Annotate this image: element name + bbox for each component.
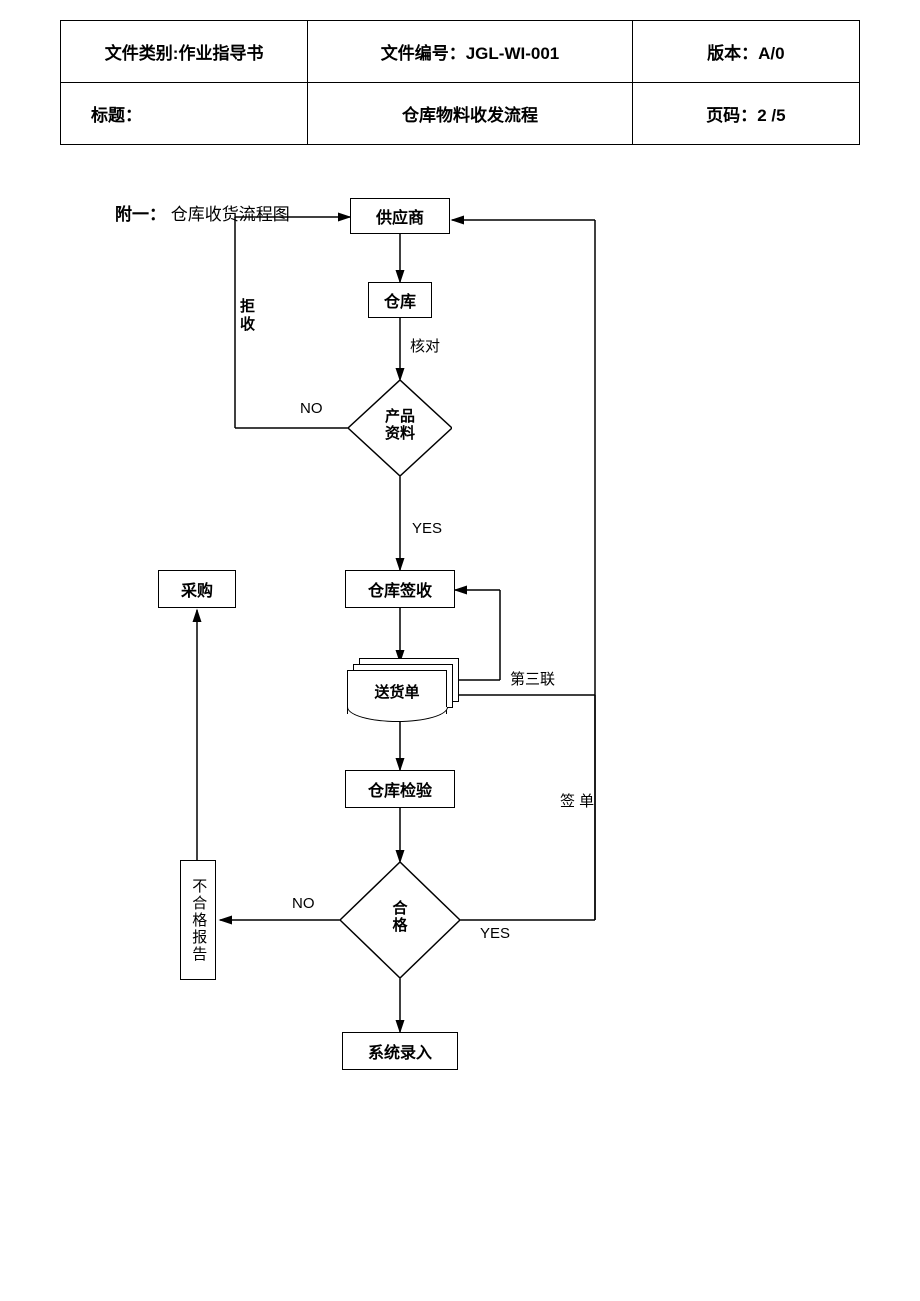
node-warehouse: 仓库 (368, 282, 432, 318)
node-system-entry-label: 系统录入 (368, 1039, 432, 1063)
flow-caption: 附一： 仓库收货流程图 (115, 200, 290, 225)
flow-caption-text: 仓库收货流程图 (171, 205, 290, 224)
hdr-version-label: 版本： (707, 44, 758, 63)
node-pass-label: 合 格 (388, 900, 412, 935)
node-purchase: 采购 (158, 570, 236, 608)
hdr-title-value: 仓库物料收发流程 (402, 106, 538, 125)
node-warehouse-inspect-label: 仓库检验 (368, 777, 432, 801)
hdr-version: 版本：A/0 (632, 21, 859, 83)
node-delivery-note-label: 送货单 (348, 681, 446, 702)
node-delivery-note: 送货单 (347, 658, 463, 720)
edge-no1: NO (300, 400, 323, 417)
node-warehouse-label: 仓库 (384, 288, 416, 312)
node-fail-report-label: 不合格报告 (190, 878, 207, 963)
header-table: 文件类别:作业指导书 文件编号：JGL-WI-001 版本：A/0 标题： 仓库… (60, 20, 860, 145)
hdr-doc-category-value: 作业指导书 (178, 44, 263, 63)
hdr-doc-category: 文件类别:作业指导书 (61, 21, 308, 83)
hdr-title-label-cell: 标题： (61, 83, 308, 145)
node-warehouse-inspect: 仓库检验 (345, 770, 455, 808)
edge-no2: NO (292, 895, 315, 912)
hdr-page-value: 2 /5 (757, 106, 785, 125)
hdr-doc-number-label: 文件编号： (381, 44, 466, 63)
edge-yes1: YES (412, 520, 442, 537)
hdr-title-label: 标题： (91, 106, 142, 125)
hdr-doc-number: 文件编号：JGL-WI-001 (308, 21, 632, 83)
edge-signSheet: 签 单 (560, 790, 594, 811)
node-warehouse-sign: 仓库签收 (345, 570, 455, 608)
hdr-page-cell: 页码：2 /5 (632, 83, 859, 145)
edge-check: 核对 (410, 335, 440, 356)
flow-caption-prefix: 附一： (115, 205, 166, 224)
node-supplier: 供应商 (350, 198, 450, 234)
node-product-data-label: 产品 资料 (378, 408, 422, 443)
hdr-doc-number-value: JGL-WI-001 (466, 44, 560, 63)
edge-reject: 拒 收 (240, 298, 255, 334)
edge-yes2: YES (480, 925, 510, 942)
node-supplier-label: 供应商 (376, 204, 424, 228)
node-system-entry: 系统录入 (342, 1032, 458, 1070)
hdr-page-label: 页码： (706, 106, 757, 125)
hdr-title-cell: 仓库物料收发流程 (308, 83, 632, 145)
hdr-version-value: A/0 (758, 44, 784, 63)
page: 文件类别:作业指导书 文件编号：JGL-WI-001 版本：A/0 标题： 仓库… (0, 0, 920, 1301)
edge-copy3: 第三联 (510, 668, 555, 689)
flowchart: 附一： 仓库收货流程图 (0, 190, 920, 1190)
node-fail-report: 不合格报告 (180, 860, 216, 980)
hdr-doc-category-label: 文件类别: (105, 44, 179, 63)
node-warehouse-sign-label: 仓库签收 (368, 577, 432, 601)
node-purchase-label: 采购 (181, 577, 213, 601)
